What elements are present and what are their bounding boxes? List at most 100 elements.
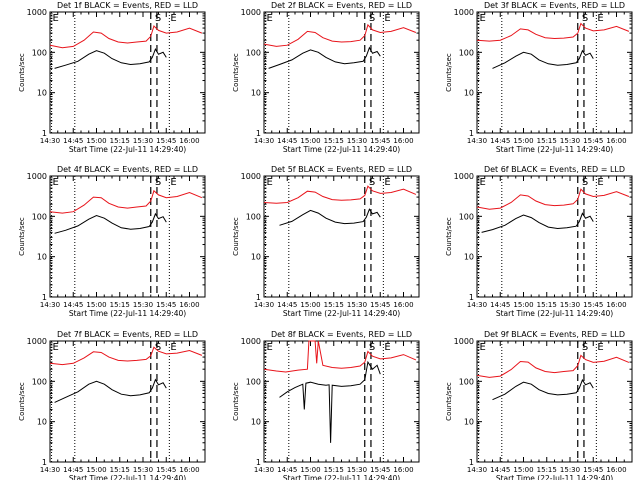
plot-title: Det 7f BLACK = Events, RED = LLD <box>57 330 198 339</box>
y-tick-label: 10 <box>251 418 261 427</box>
y-tick-label: 10 <box>464 253 474 262</box>
x-tick-label: 16:00 <box>393 137 413 145</box>
x-axis-label: Start Time (22-Jul-11 14:29:40) <box>496 309 613 318</box>
marker-letter: E <box>384 177 390 188</box>
plot-title: Det 6f BLACK = Events, RED = LLD <box>484 165 625 174</box>
subplot: Det 8f BLACK = Events, RED = LLD 1 10 100 10… <box>232 330 420 480</box>
series-line-events <box>481 212 594 233</box>
plot-title: Det 1f BLACK = Events, RED = LLD <box>57 1 198 10</box>
y-tick-label: 100 <box>246 212 261 221</box>
x-tick-label: 14:30 <box>40 137 60 145</box>
marker-letter: E <box>480 177 486 188</box>
x-tick-label: 15:30 <box>347 301 367 309</box>
y-tick-label: 1 <box>42 293 47 302</box>
x-tick-label: 16:00 <box>393 301 413 309</box>
marker-letter: S <box>155 177 161 188</box>
x-tick-label: 15:45 <box>370 301 390 309</box>
y-tick-label: 100 <box>32 212 47 221</box>
marker-letter: E <box>267 177 273 188</box>
series-line-lld <box>49 25 203 49</box>
x-tick-label: 16:00 <box>179 466 199 474</box>
x-tick-label: 15:15 <box>537 466 557 474</box>
x-tick-label: 15:00 <box>513 137 533 145</box>
y-tick-label: 1 <box>256 458 261 467</box>
y-tick-label: 100 <box>459 377 474 386</box>
marker-letter: E <box>384 342 390 353</box>
subplot: Det 1f BLACK = Events, RED = LLD 1 10 100 10… <box>18 1 206 154</box>
x-axis-label: Start Time (22-Jul-11 14:29:40) <box>283 145 400 154</box>
x-tick-label: 14:30 <box>40 466 60 474</box>
y-tick-label: 1000 <box>27 337 47 346</box>
marker-letter: S <box>369 13 375 24</box>
x-tick-label: 14:30 <box>254 466 274 474</box>
y-tick-label: 10 <box>464 418 474 427</box>
x-tick-label: 15:00 <box>86 137 106 145</box>
marker-letter: E <box>480 342 486 353</box>
series-line-lld <box>263 185 417 204</box>
x-tick-label: 15:00 <box>513 466 533 474</box>
plot-title: Det 3f BLACK = Events, RED = LLD <box>484 1 625 10</box>
y-tick-label: 1 <box>42 129 47 138</box>
y-tick-label: 100 <box>246 377 261 386</box>
y-axis-label: Counts/sec <box>445 217 453 256</box>
plot-frame <box>49 175 206 298</box>
subplot: Det 9f BLACK = Events, RED = LLD 1 10 100 10… <box>445 330 633 480</box>
x-tick-label: 14:45 <box>277 466 297 474</box>
y-tick-label: 1000 <box>27 172 47 181</box>
y-tick-label: 100 <box>32 48 47 57</box>
x-tick-label: 15:30 <box>347 137 367 145</box>
marker-letter: E <box>53 342 59 353</box>
y-tick-label: 100 <box>459 48 474 57</box>
y-tick-label: 1000 <box>27 8 47 17</box>
series-line-events <box>54 212 167 234</box>
marker-letter: S <box>582 177 588 188</box>
x-tick-label: 15:00 <box>86 301 106 309</box>
x-tick-label: 14:45 <box>277 301 297 309</box>
series-line-events <box>268 46 381 69</box>
marker-letter: E <box>597 177 603 188</box>
x-tick-label: 14:45 <box>63 466 83 474</box>
x-axis-label: Start Time (22-Jul-11 14:29:40) <box>69 474 186 480</box>
y-tick-label: 100 <box>246 48 261 57</box>
x-axis-label: Start Time (22-Jul-11 14:29:40) <box>283 309 400 318</box>
x-tick-label: 15:45 <box>370 137 390 145</box>
plot-title: Det 8f BLACK = Events, RED = LLD <box>271 330 412 339</box>
marker-letter: E <box>170 342 176 353</box>
marker-letter: S <box>369 342 375 353</box>
marker-letter: S <box>369 177 375 188</box>
x-tick-label: 15:30 <box>133 137 153 145</box>
series-line-lld <box>476 22 630 42</box>
x-tick-label: 15:15 <box>537 137 557 145</box>
x-tick-label: 15:45 <box>583 301 603 309</box>
marker-letter: E <box>267 342 273 353</box>
series-line-lld <box>476 354 630 378</box>
plot-frame <box>49 340 206 463</box>
plot-title: Det 5f BLACK = Events, RED = LLD <box>271 165 412 174</box>
y-axis-label: Counts/sec <box>18 53 26 92</box>
x-axis-label: Start Time (22-Jul-11 14:29:40) <box>496 474 613 480</box>
marker-letter: S <box>155 13 161 24</box>
x-tick-label: 15:45 <box>370 466 390 474</box>
y-tick-label: 10 <box>37 89 47 98</box>
y-tick-label: 1000 <box>454 8 474 17</box>
subplot: Det 4f BLACK = Events, RED = LLD 1 10 100 10… <box>18 165 206 318</box>
plot-title: Det 4f BLACK = Events, RED = LLD <box>57 165 198 174</box>
y-tick-label: 10 <box>37 253 47 262</box>
marker-letter: E <box>597 342 603 353</box>
y-tick-label: 1 <box>469 293 474 302</box>
y-tick-label: 1000 <box>454 172 474 181</box>
x-tick-label: 15:30 <box>133 466 153 474</box>
x-tick-label: 16:00 <box>179 137 199 145</box>
x-tick-label: 15:15 <box>324 137 344 145</box>
y-tick-label: 100 <box>32 377 47 386</box>
x-tick-label: 15:30 <box>560 137 580 145</box>
x-tick-label: 15:45 <box>156 466 176 474</box>
x-tick-label: 15:45 <box>583 137 603 145</box>
x-tick-label: 15:15 <box>110 301 130 309</box>
series-line-lld <box>49 346 203 366</box>
y-tick-label: 1000 <box>241 337 261 346</box>
y-tick-label: 1 <box>42 458 47 467</box>
x-tick-label: 15:00 <box>86 466 106 474</box>
series-line-events <box>492 378 594 401</box>
x-tick-label: 14:30 <box>467 301 487 309</box>
